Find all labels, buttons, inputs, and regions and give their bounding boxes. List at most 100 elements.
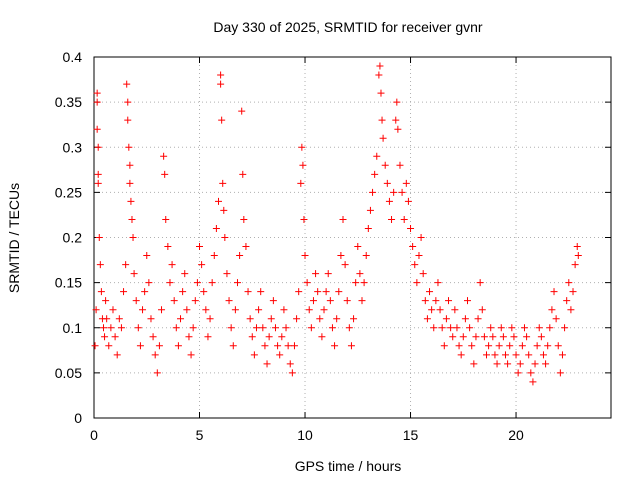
data-point xyxy=(324,270,332,278)
data-point xyxy=(94,143,102,151)
data-point xyxy=(350,315,358,323)
data-point xyxy=(295,288,303,296)
data-point xyxy=(358,297,366,305)
data-point xyxy=(95,234,103,241)
data-point xyxy=(438,324,446,332)
data-point xyxy=(261,342,269,350)
data-point xyxy=(269,297,277,305)
data-point xyxy=(573,243,581,251)
data-points xyxy=(91,62,582,386)
data-point xyxy=(212,224,220,232)
data-point xyxy=(208,279,216,287)
data-point xyxy=(432,297,440,305)
data-point xyxy=(385,197,393,205)
data-point xyxy=(174,342,182,350)
data-point xyxy=(282,324,290,332)
data-point xyxy=(470,360,478,368)
data-point xyxy=(168,261,176,269)
data-point xyxy=(457,351,465,359)
data-point xyxy=(482,351,490,359)
data-point xyxy=(554,342,562,350)
data-point xyxy=(495,342,503,350)
data-point xyxy=(122,261,130,269)
data-point xyxy=(298,143,306,151)
data-point xyxy=(220,206,228,214)
data-point xyxy=(94,179,102,187)
data-point xyxy=(508,324,516,332)
data-point xyxy=(571,261,579,269)
data-point xyxy=(198,261,206,269)
data-point xyxy=(525,351,533,359)
data-point xyxy=(271,324,279,332)
data-point xyxy=(558,351,566,359)
data-point xyxy=(407,224,415,232)
data-point xyxy=(409,243,417,251)
data-point xyxy=(162,215,170,223)
y-tick-label: 0.2 xyxy=(63,230,83,246)
data-point xyxy=(164,243,172,251)
data-point xyxy=(219,179,227,187)
data-point xyxy=(430,324,438,332)
data-point xyxy=(392,116,400,124)
data-point xyxy=(242,243,250,251)
x-tick-label: 20 xyxy=(508,427,524,443)
data-point xyxy=(497,324,505,332)
data-point xyxy=(529,378,537,386)
data-point xyxy=(333,315,341,323)
data-point xyxy=(107,324,115,332)
data-point xyxy=(356,270,364,278)
data-point xyxy=(255,306,263,314)
data-point xyxy=(316,315,324,323)
data-point xyxy=(415,252,423,260)
data-point xyxy=(218,116,226,124)
data-point xyxy=(523,333,531,341)
data-point xyxy=(132,297,140,305)
data-point xyxy=(413,279,421,287)
data-point xyxy=(105,342,113,350)
data-point xyxy=(326,297,334,305)
data-point xyxy=(94,170,102,178)
data-point xyxy=(378,116,386,124)
data-point xyxy=(520,324,528,332)
data-point xyxy=(102,297,110,305)
data-point xyxy=(166,279,174,287)
data-point xyxy=(221,234,229,241)
data-point xyxy=(231,306,239,314)
data-point xyxy=(202,306,210,314)
data-point xyxy=(563,297,571,305)
data-point xyxy=(376,62,384,70)
data-point xyxy=(246,315,254,323)
data-point xyxy=(404,197,412,205)
data-point xyxy=(396,161,404,169)
data-point xyxy=(314,288,322,296)
data-point xyxy=(223,270,231,278)
data-point xyxy=(307,324,315,332)
data-point xyxy=(468,342,476,350)
y-tick-label: 0.1 xyxy=(63,320,83,336)
data-point xyxy=(248,333,256,341)
data-point xyxy=(373,152,381,160)
data-point xyxy=(187,351,195,359)
data-point xyxy=(491,351,499,359)
data-point xyxy=(297,179,305,187)
data-point xyxy=(120,288,128,296)
data-point xyxy=(290,342,298,350)
data-point xyxy=(240,215,248,223)
x-tick-label: 10 xyxy=(297,427,313,443)
data-point xyxy=(134,324,142,332)
data-point xyxy=(267,315,275,323)
data-point xyxy=(210,252,218,260)
data-point xyxy=(172,324,180,332)
data-point xyxy=(552,315,560,323)
data-point xyxy=(375,71,383,79)
data-point xyxy=(434,279,442,287)
data-point xyxy=(259,324,267,332)
data-point xyxy=(239,170,247,178)
y-axis-label: SRMTID / TECUs xyxy=(6,183,22,293)
data-point xyxy=(117,324,125,332)
data-point xyxy=(459,333,467,341)
data-point xyxy=(556,369,564,377)
data-point xyxy=(124,98,132,106)
data-point xyxy=(276,351,284,359)
data-point xyxy=(567,306,575,314)
